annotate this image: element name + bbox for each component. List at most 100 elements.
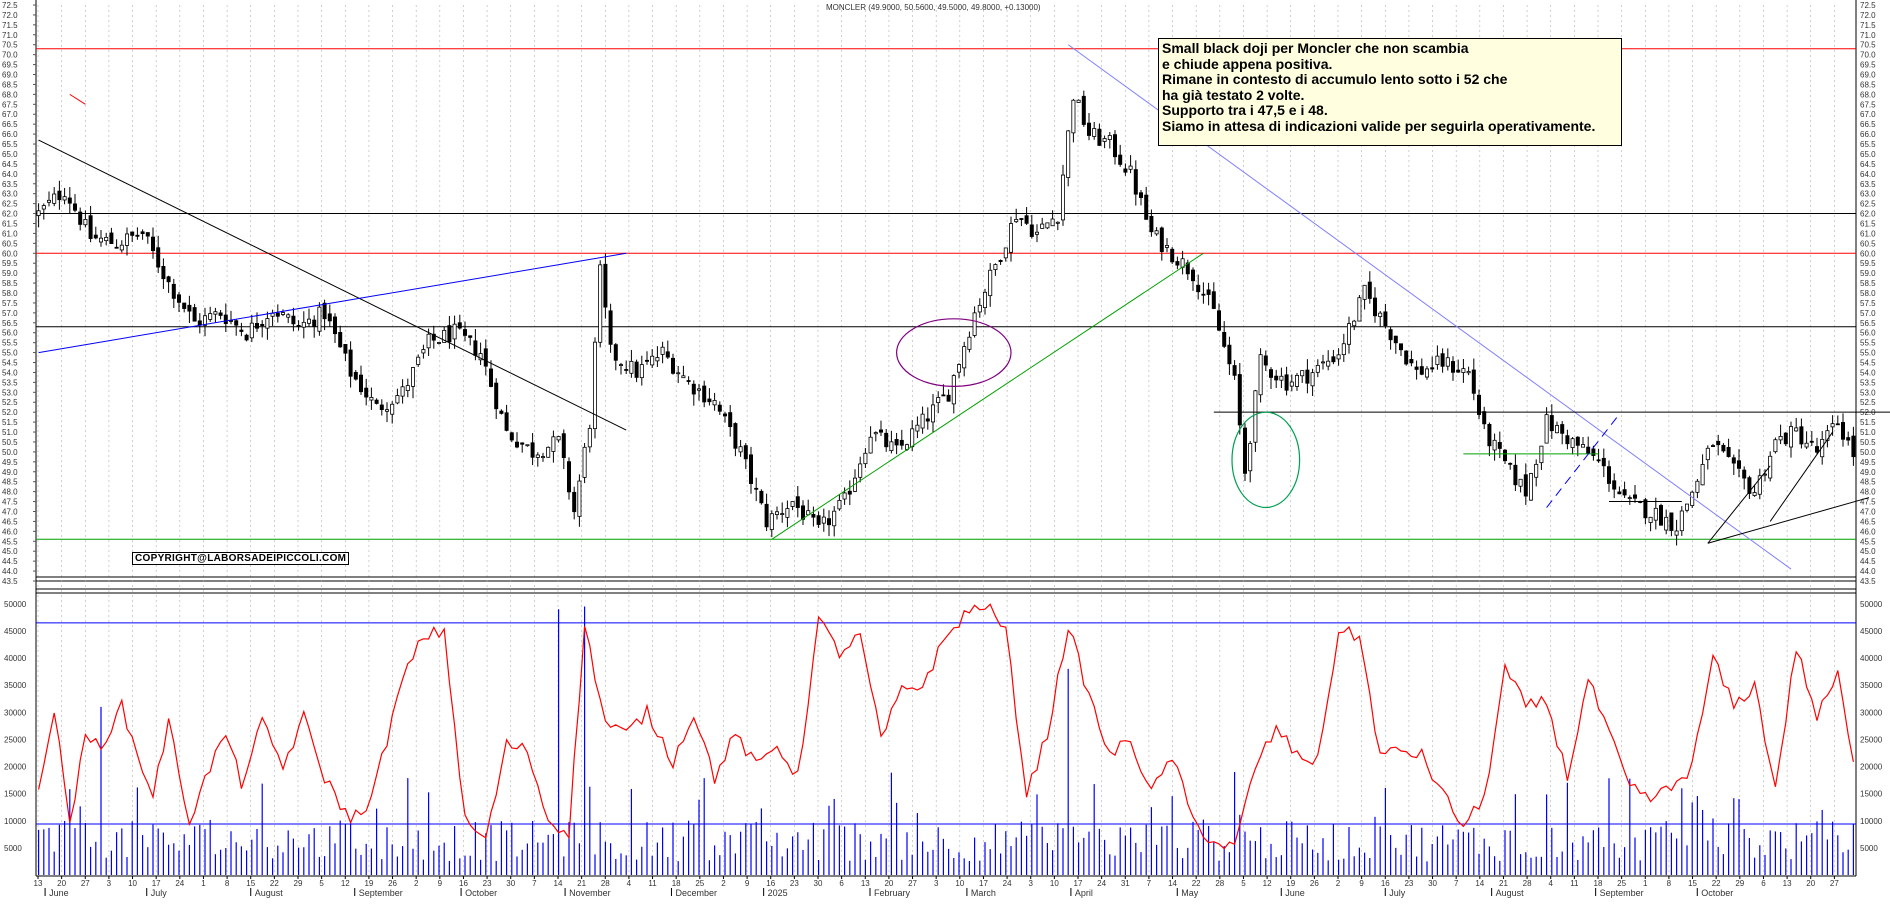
price-tick-label-left: 55.0 bbox=[2, 349, 18, 358]
candle-body bbox=[1492, 439, 1497, 451]
candle-body bbox=[1133, 169, 1138, 195]
candle-body bbox=[1487, 423, 1492, 447]
date-tick-label: 20 bbox=[884, 879, 893, 888]
price-tick-label-right: 59.5 bbox=[1860, 259, 1876, 268]
candle-body bbox=[213, 311, 218, 315]
candle-body bbox=[312, 319, 317, 327]
candle-body bbox=[1497, 442, 1502, 449]
date-tick-label: 24 bbox=[1097, 879, 1106, 888]
candle-body bbox=[73, 203, 78, 211]
candle-body bbox=[218, 312, 223, 316]
candle-body bbox=[1835, 423, 1840, 426]
candle-body bbox=[1731, 457, 1736, 464]
volume-tick-label-left: 20000 bbox=[4, 763, 27, 772]
candle-body bbox=[431, 333, 436, 341]
price-tick-label-left: 71.5 bbox=[2, 21, 18, 30]
candle-body bbox=[790, 501, 795, 507]
candle-body bbox=[1809, 440, 1814, 443]
candle-body bbox=[702, 385, 707, 403]
date-tick-label: 20 bbox=[57, 879, 66, 888]
price-tick-label-left: 72.5 bbox=[2, 1, 18, 10]
month-label: July bbox=[151, 888, 168, 898]
candle-body bbox=[665, 351, 670, 358]
candle-body bbox=[889, 441, 894, 451]
price-tick-label-left: 66.0 bbox=[2, 130, 18, 139]
candle-body bbox=[176, 294, 181, 303]
candle-body bbox=[1674, 530, 1679, 536]
ohlc-header: MONCLER (49.9000, 50.5600, 49.5000, 49.8… bbox=[826, 3, 1041, 12]
candle-body bbox=[1165, 245, 1170, 248]
candle-body bbox=[1113, 134, 1118, 158]
candle-body bbox=[488, 368, 493, 387]
date-tick-label: 16 bbox=[1381, 879, 1390, 888]
price-tick-label-right: 45.5 bbox=[1860, 537, 1876, 546]
candle-body bbox=[1633, 494, 1638, 499]
candle-body bbox=[426, 333, 431, 349]
candle-body bbox=[400, 386, 405, 397]
candle-body bbox=[884, 432, 889, 448]
candle-body bbox=[317, 306, 322, 332]
price-tick-label-right: 44.5 bbox=[1860, 557, 1876, 566]
date-tick-label: 17 bbox=[152, 879, 161, 888]
date-tick-label: 6 bbox=[1761, 879, 1766, 888]
month-label: October bbox=[1701, 888, 1733, 898]
price-tick-label-right: 52.5 bbox=[1860, 398, 1876, 407]
price-tick-label-left: 55.5 bbox=[2, 339, 18, 348]
candle-body bbox=[104, 236, 109, 242]
date-tick-label: 12 bbox=[341, 879, 350, 888]
price-tick-label-right: 63.5 bbox=[1860, 180, 1876, 189]
note-line-2: e chiude appena positiva. bbox=[1162, 55, 1333, 72]
candle-body bbox=[1705, 447, 1710, 461]
candle-body bbox=[868, 436, 873, 454]
candle-body bbox=[1118, 154, 1123, 165]
candle-body bbox=[717, 404, 722, 412]
candle-body bbox=[567, 461, 572, 493]
candle-body bbox=[296, 324, 301, 327]
candle-body bbox=[468, 335, 473, 338]
candle-body bbox=[1357, 297, 1362, 322]
candle-body bbox=[410, 367, 415, 387]
candle-body bbox=[1846, 437, 1851, 441]
candle-body bbox=[478, 353, 483, 361]
candle-body bbox=[395, 395, 400, 404]
price-tick-label-right: 51.5 bbox=[1860, 418, 1876, 427]
price-tick-label-left: 67.5 bbox=[2, 100, 18, 109]
price-tick-label-left: 45.0 bbox=[2, 547, 18, 556]
price-tick-label-right: 46.5 bbox=[1860, 517, 1876, 526]
candle-body bbox=[1128, 165, 1133, 170]
date-tick-label: 7 bbox=[1147, 879, 1152, 888]
price-tick-label-right: 62.5 bbox=[1860, 200, 1876, 209]
date-tick-label: 4 bbox=[1549, 879, 1554, 888]
candle-body bbox=[946, 394, 951, 402]
candle-body bbox=[816, 515, 821, 525]
price-tick-label-left: 53.0 bbox=[2, 388, 18, 397]
price-tick-label-right: 49.0 bbox=[1860, 468, 1876, 477]
price-tick-label-left: 60.0 bbox=[2, 249, 18, 258]
date-tick-label: 18 bbox=[1594, 879, 1603, 888]
price-tick-label-right: 49.5 bbox=[1860, 458, 1876, 467]
candle-body bbox=[244, 334, 249, 341]
candle-body bbox=[494, 382, 499, 410]
candle-body bbox=[920, 413, 925, 429]
candle-body bbox=[1362, 284, 1367, 300]
candle-body bbox=[936, 397, 941, 404]
candle-body bbox=[1159, 227, 1164, 253]
candle-body bbox=[1248, 443, 1253, 472]
candle-body bbox=[1097, 128, 1102, 146]
candle-body bbox=[1263, 355, 1268, 366]
candle-body bbox=[457, 322, 462, 329]
candle-body bbox=[811, 514, 816, 518]
candle-body bbox=[88, 215, 93, 239]
candle-body bbox=[208, 313, 213, 320]
price-tick-label-left: 52.5 bbox=[2, 398, 18, 407]
date-tick-label: 8 bbox=[1667, 879, 1672, 888]
price-tick-label-right: 69.0 bbox=[1860, 71, 1876, 80]
candle-body bbox=[520, 442, 525, 445]
candle-body bbox=[249, 322, 254, 339]
candle-body bbox=[598, 264, 603, 343]
candle-body bbox=[509, 432, 514, 441]
candle-body bbox=[988, 269, 993, 297]
candle-body bbox=[873, 432, 878, 435]
price-tick-label-right: 47.0 bbox=[1860, 507, 1876, 516]
trendline bbox=[1769, 431, 1834, 522]
